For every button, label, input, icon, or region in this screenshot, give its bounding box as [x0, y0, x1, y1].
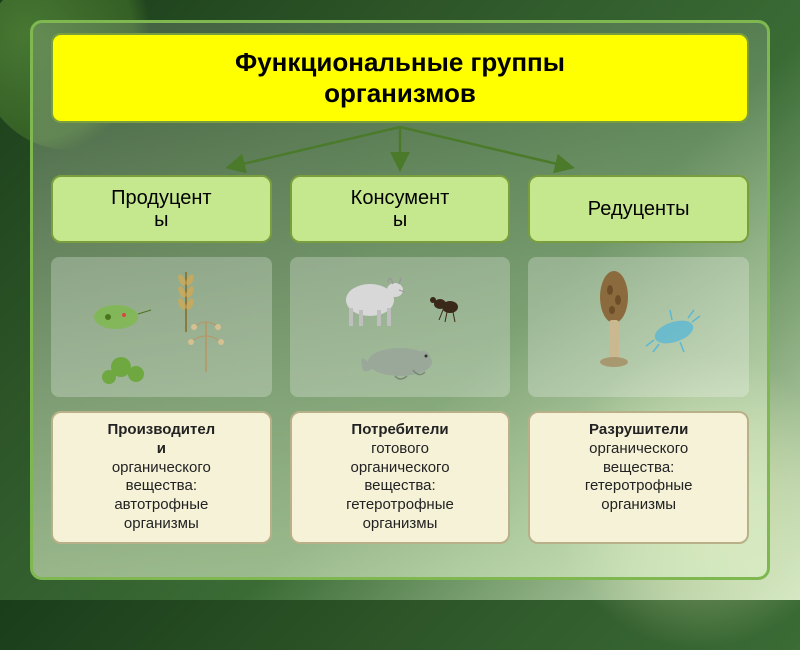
desc-text: органического: [350, 459, 449, 476]
categories-row: Продуцент ы Консумент ы Редуценты: [51, 175, 749, 243]
title-box: Функциональные группы организмов: [51, 33, 749, 123]
desc-bold: Производител: [107, 421, 215, 438]
fungi-bacteria-icon: [554, 262, 724, 392]
category-label: Консумент: [298, 187, 503, 209]
category-label: Редуценты: [536, 198, 741, 220]
category-consumers: Консумент ы: [290, 175, 511, 243]
desc-text: готового: [371, 440, 429, 457]
arrow-right: [400, 127, 570, 167]
desc-text: автотрофные: [114, 496, 208, 513]
desc-text: гетеротрофные: [585, 477, 693, 494]
category-label: ы: [298, 209, 503, 231]
desc-producers: Производител и органического вещества: а…: [51, 411, 272, 544]
animals-icon: [315, 262, 485, 392]
category-label: Продуцент: [59, 187, 264, 209]
title-line2: организмов: [73, 78, 727, 109]
image-consumers: [290, 257, 511, 397]
desc-consumers: Потребители готового органического вещес…: [290, 411, 511, 544]
desc-decomposers: Разрушители органического вещества: гете…: [528, 411, 749, 544]
category-producers: Продуцент ы: [51, 175, 272, 243]
arrow-left: [230, 127, 400, 167]
desc-bold: Разрушители: [589, 421, 688, 438]
desc-text: организмы: [124, 515, 199, 532]
desc-bold: и: [157, 440, 166, 457]
desc-bold: Потребители: [351, 421, 448, 438]
desc-text: гетеротрофные: [346, 496, 454, 513]
slide-frame: Функциональные группы организмов Продуце…: [30, 20, 770, 580]
category-label: ы: [59, 209, 264, 231]
desc-text: организмы: [601, 496, 676, 513]
desc-text: вещества:: [364, 477, 435, 494]
descriptions-row: Производител и органического вещества: а…: [51, 411, 749, 544]
desc-text: вещества:: [126, 477, 197, 494]
title-line1: Функциональные группы: [73, 47, 727, 78]
category-decomposers: Редуценты: [528, 175, 749, 243]
desc-text: органического: [589, 440, 688, 457]
desc-text: организмы: [363, 515, 438, 532]
desc-text: вещества:: [603, 459, 674, 476]
plants-icon: [76, 262, 246, 392]
image-decomposers: [528, 257, 749, 397]
desc-text: органического: [112, 459, 211, 476]
image-producers: [51, 257, 272, 397]
images-row: [51, 257, 749, 397]
arrows-svg: [140, 125, 660, 173]
